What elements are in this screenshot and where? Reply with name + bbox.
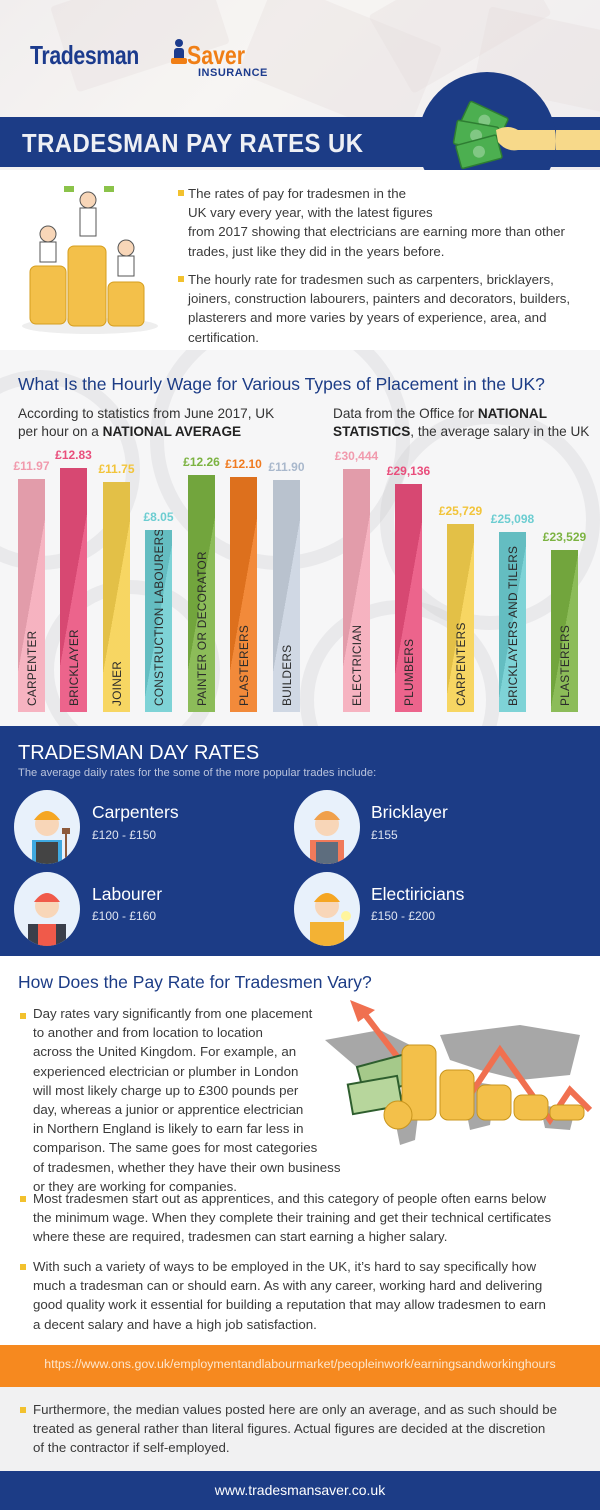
world-map-coins-trend-icon: [325, 1000, 593, 1145]
chart-bar: BRICKLAYER: [60, 468, 87, 712]
bar-category-label: JOINER: [109, 660, 124, 706]
chart-bar: CONSTRUCTION LABOURERS: [145, 530, 172, 712]
chart-bar: PAINTER OR DECORATOR: [188, 475, 215, 712]
chart-bar: BUILDERS: [273, 480, 300, 712]
bar-value-label: £30,444: [334, 449, 379, 463]
bar-category-label: ELECTRICIAN: [349, 624, 364, 706]
bullet-icon: [178, 190, 184, 196]
bar-category-label: PAINTER OR DECORATOR: [194, 551, 209, 706]
chart-bar: JOINER: [103, 482, 130, 712]
bar-category-label: CARPENTER: [24, 630, 39, 706]
trade-name: Bricklayer: [371, 802, 448, 822]
bar-category-label: BUILDERS: [279, 644, 294, 706]
bullet-icon: [20, 1196, 26, 1202]
disclaimer-section: [0, 1387, 600, 1471]
electrician-avatar-icon: [294, 872, 360, 946]
website-link[interactable]: www.tradesmansaver.co.uk: [214, 1482, 386, 1498]
chart-bar: CARPENTER: [18, 479, 45, 712]
chart-bar: BRICKLAYERS AND TILERS: [499, 531, 526, 712]
logo-text-tradesman: Tradesman: [30, 40, 139, 70]
bricklayer-avatar-icon: [294, 790, 360, 864]
left-chart-subtitle: According to statistics from June 2017, …: [18, 406, 275, 439]
page-title: TRADESMAN PAY RATES UK: [22, 128, 364, 158]
bar-value-label: £25,729: [438, 504, 483, 519]
bar-category-label: BRICKLAYER: [66, 629, 81, 706]
logo-text-insurance: INSURANCE: [198, 67, 268, 79]
carpenter-avatar-icon: [14, 790, 80, 864]
bar-value-label: £23,529: [542, 530, 587, 544]
bar-category-label: BRICKLAYERS AND TILERS: [505, 545, 520, 706]
bar-category-label: PLASTERERS: [557, 624, 572, 706]
bar-category-label: CARPENTERS: [453, 622, 468, 706]
bar-value-label: £8.05: [143, 510, 174, 524]
hand-arm: [556, 130, 600, 150]
bar-value-label: £12.26: [183, 455, 220, 470]
bar-value-label: £11.97: [13, 459, 50, 474]
trade-name: Carpenters: [92, 802, 179, 822]
bar-value-label: £12.83: [55, 448, 92, 462]
day-rates-title: TRADESMAN DAY RATES: [18, 742, 260, 764]
labourer-avatar-icon: [14, 872, 80, 946]
footer: www.tradesmansaver.co.uk: [0, 1471, 600, 1510]
logo-text-saver: Saver: [187, 40, 246, 70]
bullet-icon: [20, 1264, 26, 1270]
source-band: https://www.ons.gov.uk/employmentandlabo…: [0, 1345, 600, 1387]
chart-section-title: What Is the Hourly Wage for Various Type…: [18, 374, 545, 394]
vary-paragraph-1: Day rates vary significantly from one pl…: [33, 1006, 341, 1194]
chart-bar: ELECTRICIAN: [343, 469, 370, 712]
trade-rate: £150 - £200: [371, 909, 436, 923]
chart-bar: PLASTERERS: [230, 477, 257, 712]
bar-value-label: £11.75: [98, 462, 135, 476]
day-rates-subtitle: The average daily rates for the some of …: [18, 767, 377, 779]
right-chart-subtitle: Data from the Office for NATIONAL STATIS…: [333, 406, 590, 439]
disclaimer-paragraph: Furthermore, the median values posted he…: [33, 1402, 558, 1456]
trade-name: Electiricians: [371, 884, 465, 904]
bar-category-label: PLUMBERS: [401, 638, 416, 706]
bar-category-label: PLASTERERS: [236, 624, 251, 706]
chart-bar: PLUMBERS: [395, 484, 422, 712]
chart-bar: CARPENTERS: [447, 524, 474, 712]
intro-paragraph-1: The rates of pay for tradesmen in the UK…: [188, 186, 565, 259]
bullet-icon: [20, 1013, 26, 1019]
bar-value-label: £11.90: [268, 460, 305, 475]
chart-bar: PLASTERERS: [551, 550, 578, 712]
trade-rate: £155: [371, 828, 398, 842]
intro-paragraph-2: The hourly rate for tradesmen such as ca…: [188, 272, 571, 345]
source-link[interactable]: https://www.ons.gov.uk/employmentandlabo…: [44, 1357, 556, 1371]
bar-category-label: CONSTRUCTION LABOURERS: [151, 530, 166, 706]
trade-rate: £120 - £150: [92, 828, 157, 842]
trade-name: Labourer: [92, 884, 163, 904]
vary-paragraph-2: Most tradesmen start out as apprentices,…: [33, 1191, 552, 1245]
trade-rate: £100 - £160: [92, 909, 157, 923]
tradesman-figure-icon: [171, 39, 187, 64]
bar-value-label: £25,098: [490, 511, 535, 526]
bar-value-label: £12.10: [225, 457, 262, 472]
vary-paragraph-3: With such a variety of ways to be employ…: [33, 1259, 546, 1332]
bar-value-label: £29,136: [386, 464, 431, 479]
businessmen-on-coin-stacks-icon: [22, 186, 158, 334]
bullet-icon: [178, 276, 184, 282]
bullet-icon: [20, 1407, 26, 1413]
vary-section-title: How Does the Pay Rate for Tradesmen Vary…: [18, 972, 372, 992]
